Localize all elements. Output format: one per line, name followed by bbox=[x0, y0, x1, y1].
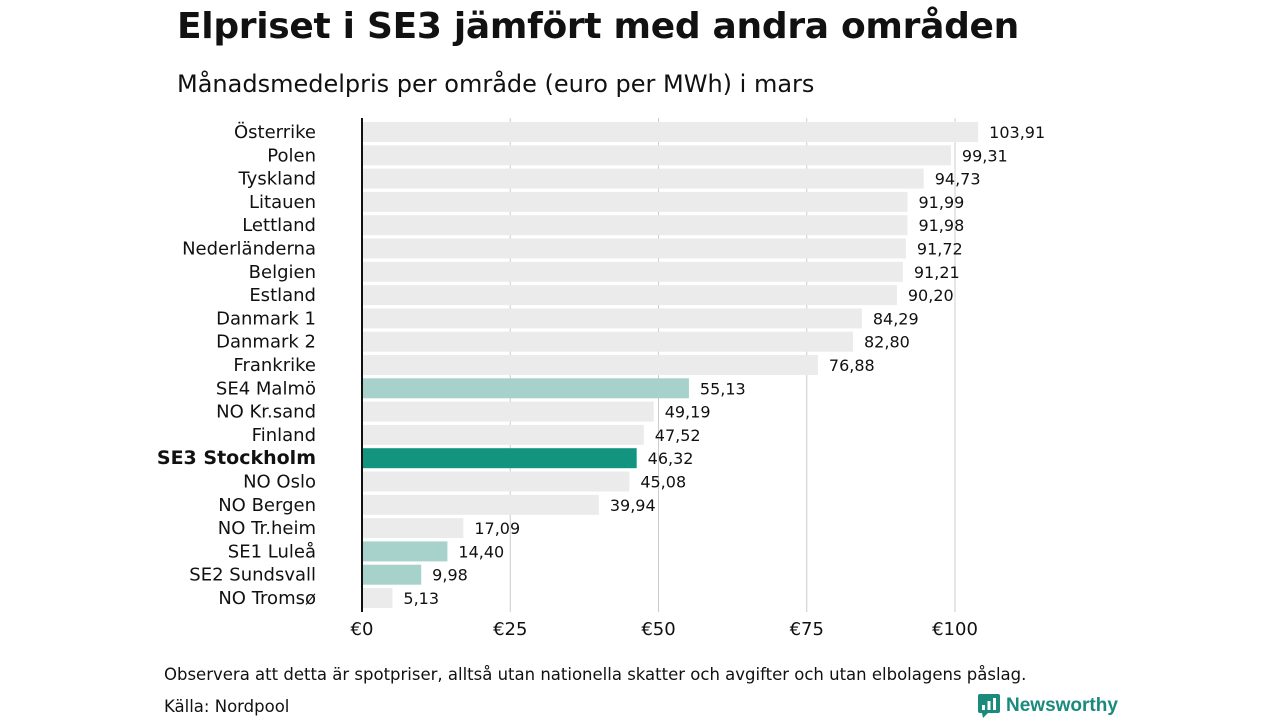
bar bbox=[362, 168, 924, 189]
value-label: 84,29 bbox=[873, 309, 919, 328]
source-credit: Källa: Nordpool bbox=[164, 697, 290, 716]
category-label: Belgien bbox=[249, 262, 316, 283]
value-label: 5,13 bbox=[403, 589, 439, 608]
value-label: 17,09 bbox=[474, 519, 520, 538]
category-label: SE3 Stockholm bbox=[157, 447, 316, 469]
bar bbox=[362, 145, 951, 166]
value-label: 46,32 bbox=[648, 449, 694, 468]
value-label: 99,31 bbox=[962, 146, 1008, 165]
x-axis-tick-labels: €0 €25 €50 €75 €100 bbox=[351, 619, 978, 640]
bar bbox=[362, 215, 908, 236]
value-label: 49,19 bbox=[665, 403, 711, 422]
x-tick-label: €100 bbox=[932, 619, 978, 640]
category-label: SE1 Luleå bbox=[228, 541, 316, 562]
chart-subtitle: Månadsmedelpris per område (euro per MWh… bbox=[177, 70, 815, 98]
category-label: Estland bbox=[249, 285, 316, 306]
value-label: 82,80 bbox=[864, 333, 910, 352]
category-label: Danmark 1 bbox=[216, 308, 316, 329]
bar bbox=[362, 541, 448, 562]
value-label: 91,98 bbox=[918, 216, 964, 235]
value-label: 90,20 bbox=[908, 286, 954, 305]
bar bbox=[362, 378, 689, 399]
category-label: Danmark 2 bbox=[216, 332, 316, 353]
value-label: 55,13 bbox=[700, 379, 746, 398]
brand-logo: Newsworthy bbox=[978, 694, 1118, 718]
value-label: 94,73 bbox=[935, 170, 981, 189]
newsworthy-logo-icon bbox=[978, 694, 1000, 718]
category-label: Finland bbox=[252, 425, 316, 446]
category-label: SE4 Malmö bbox=[216, 378, 316, 399]
category-label: NO Oslo bbox=[243, 472, 316, 493]
bar bbox=[362, 424, 644, 445]
category-label: Litauen bbox=[249, 192, 316, 213]
bars bbox=[362, 122, 979, 608]
x-tick-label: €75 bbox=[790, 619, 824, 640]
bar bbox=[362, 564, 422, 585]
category-label: SE2 Sundsvall bbox=[189, 565, 316, 586]
bar bbox=[362, 355, 818, 375]
category-label: Tyskland bbox=[237, 169, 316, 190]
bar bbox=[362, 494, 599, 515]
bar bbox=[362, 448, 637, 469]
category-label: Polen bbox=[267, 145, 316, 166]
category-label: Lettland bbox=[242, 215, 316, 236]
value-label: 47,52 bbox=[655, 426, 701, 445]
value-label: 14,40 bbox=[458, 542, 504, 561]
value-label: 45,08 bbox=[640, 473, 686, 492]
value-label: 39,94 bbox=[610, 496, 656, 515]
category-label: NO Kr.sand bbox=[216, 402, 316, 423]
footnote: Observera att detta är spotpriser, allts… bbox=[164, 665, 1027, 684]
value-label: 9,98 bbox=[432, 566, 468, 585]
bar bbox=[362, 331, 854, 352]
category-label: Österrike bbox=[234, 121, 316, 143]
brand-name: Newsworthy bbox=[1006, 695, 1118, 716]
bar bbox=[362, 285, 897, 306]
x-tick-label: €25 bbox=[493, 619, 527, 640]
category-label: NO Bergen bbox=[218, 495, 316, 516]
value-labels: 103,91 99,31 94,73 91,99 91,98 91,72 91,21 90,2… bbox=[403, 123, 1045, 608]
value-label: 91,72 bbox=[917, 240, 963, 259]
value-label: 91,21 bbox=[914, 263, 960, 282]
bar bbox=[362, 588, 393, 608]
category-label: Nederländerna bbox=[182, 239, 316, 260]
category-label: Frankrike bbox=[233, 355, 316, 376]
bar bbox=[362, 261, 903, 282]
category-label: NO Tromsø bbox=[218, 588, 316, 609]
chart-title: Elpriset i SE3 jämfört med andra områden bbox=[177, 6, 1019, 47]
x-tick-label: €0 bbox=[351, 619, 374, 640]
bar bbox=[362, 401, 654, 422]
value-label: 103,91 bbox=[989, 123, 1045, 142]
bar bbox=[362, 518, 464, 539]
bar bbox=[362, 471, 630, 492]
bar bbox=[362, 238, 906, 259]
value-label: 91,99 bbox=[919, 193, 965, 212]
x-tick-label: €50 bbox=[641, 619, 675, 640]
bar bbox=[362, 191, 908, 212]
bar bbox=[362, 308, 862, 329]
bar bbox=[362, 122, 979, 142]
value-label: 76,88 bbox=[829, 356, 875, 375]
category-label: NO Tr.heim bbox=[218, 518, 316, 539]
